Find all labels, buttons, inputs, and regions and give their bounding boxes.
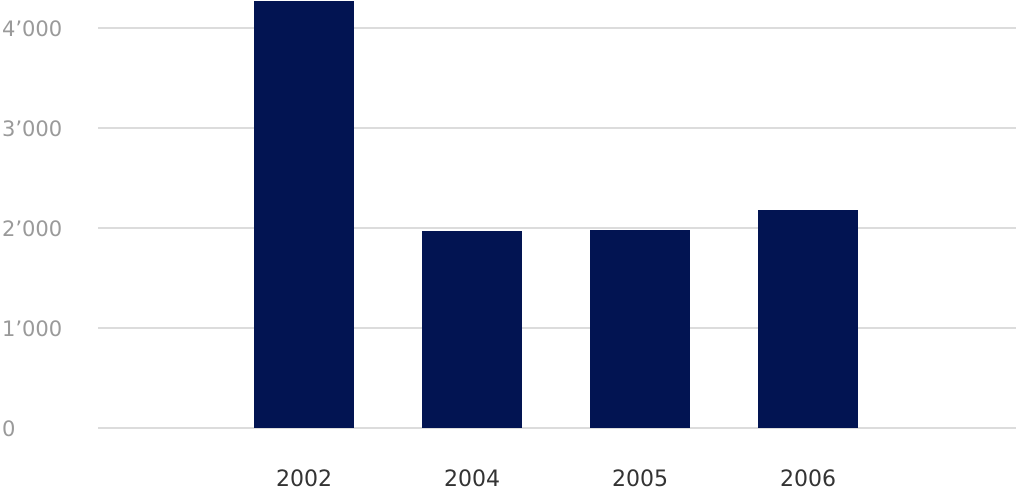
x-tick-label: 2005	[612, 467, 668, 492]
y-tick-label: 1’000	[2, 317, 62, 341]
bar	[590, 230, 690, 428]
bar	[422, 231, 522, 428]
x-tick-label: 2004	[444, 467, 500, 492]
y-tick-label: 2’000	[2, 217, 62, 241]
bar	[758, 210, 858, 428]
x-tick-label: 2006	[780, 467, 836, 492]
x-tick-label: 2002	[276, 467, 332, 492]
y-tick-label: 4’000	[2, 17, 62, 41]
y-tick-label: 0	[2, 417, 15, 441]
bar	[254, 1, 354, 428]
y-tick-label: 3’000	[2, 117, 62, 141]
